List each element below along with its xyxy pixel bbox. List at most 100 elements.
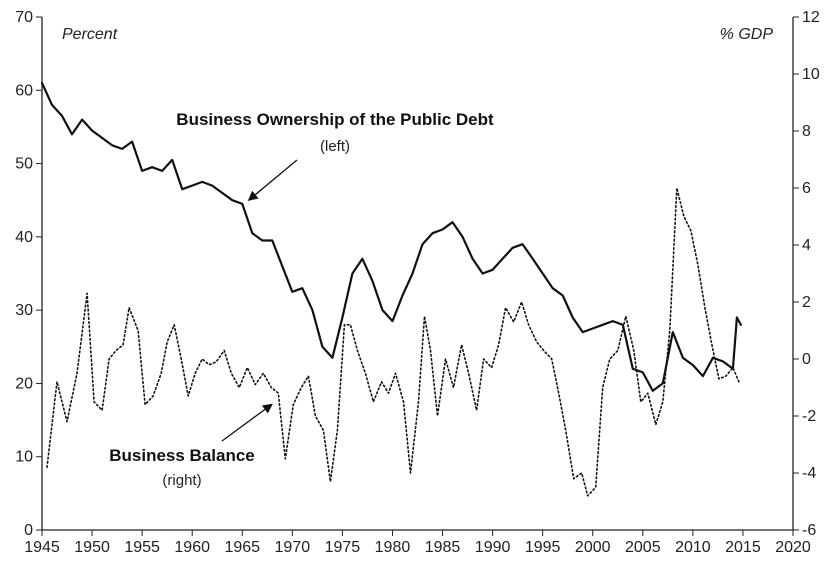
data-point	[56, 381, 57, 382]
data-point	[437, 415, 438, 416]
data-point	[542, 273, 543, 274]
data-point	[132, 141, 133, 142]
data-point	[505, 307, 506, 308]
data-point	[392, 321, 393, 322]
data-point	[152, 167, 153, 168]
data-point	[82, 119, 83, 120]
right-tick-label: 8	[802, 123, 811, 140]
right-tick-label: 2	[802, 294, 811, 311]
data-point	[395, 373, 396, 374]
data-point	[271, 387, 272, 388]
data-point	[239, 387, 240, 388]
data-point	[285, 458, 286, 459]
data-point	[543, 350, 544, 351]
data-point	[640, 401, 641, 402]
data-point	[66, 421, 67, 422]
ownership-arrow	[247, 159, 298, 201]
data-point	[562, 295, 563, 296]
data-point	[102, 410, 103, 411]
data-point	[512, 247, 513, 248]
data-point	[247, 367, 248, 368]
data-point	[697, 264, 698, 265]
data-point	[323, 430, 324, 431]
data-point	[582, 332, 583, 333]
data-point	[145, 404, 146, 405]
data-point	[722, 361, 723, 362]
data-point	[212, 185, 213, 186]
data-point	[551, 358, 552, 359]
data-point	[718, 378, 719, 379]
data-point	[231, 373, 232, 374]
data-point	[172, 159, 173, 160]
data-point	[51, 104, 52, 105]
data-point	[123, 344, 124, 345]
x-tick-label: 2015	[725, 539, 761, 556]
data-point	[422, 244, 423, 245]
data-point	[41, 82, 42, 83]
data-point	[672, 332, 673, 333]
right-tick-label: 0	[802, 351, 811, 368]
data-point	[617, 350, 618, 351]
data-point	[192, 185, 193, 186]
left-axis-unit-label: Percent	[62, 26, 118, 43]
data-point	[704, 307, 705, 308]
data-point	[372, 280, 373, 281]
data-point	[602, 324, 603, 325]
data-point	[424, 316, 425, 317]
right-axis-unit-label: % GDP	[720, 26, 774, 43]
balance-annotation-sub: (right)	[162, 472, 201, 489]
data-point	[581, 472, 582, 473]
data-point	[357, 350, 358, 351]
data-point	[365, 373, 366, 374]
data-point	[683, 216, 684, 217]
right-tick-label: 10	[802, 66, 820, 83]
data-point	[403, 401, 404, 402]
data-point	[330, 481, 331, 482]
data-point	[676, 187, 677, 188]
data-point	[632, 368, 633, 369]
data-point	[521, 301, 522, 302]
data-point	[337, 430, 338, 431]
data-point	[71, 134, 72, 135]
data-point	[312, 310, 313, 311]
data-point	[592, 328, 593, 329]
data-point	[342, 317, 343, 318]
x-tick-label: 1980	[375, 539, 411, 556]
data-point	[161, 373, 162, 374]
data-point	[109, 358, 110, 359]
data-point	[528, 324, 529, 325]
data-point	[373, 401, 374, 402]
data-point	[222, 192, 223, 193]
x-tick-label: 1960	[174, 539, 210, 556]
ownership-annotation-label: Business Ownership of the Public Debt	[176, 110, 494, 129]
balance-annotation-label: Business Balance	[109, 446, 255, 465]
data-point	[61, 115, 62, 116]
data-point	[532, 258, 533, 259]
x-tick-label: 1950	[74, 539, 110, 556]
ownership-annotation-sub: (left)	[320, 138, 350, 155]
data-point	[262, 240, 263, 241]
data-point	[94, 401, 95, 402]
data-point	[669, 330, 670, 331]
data-point	[263, 373, 264, 374]
data-point	[702, 376, 703, 377]
data-point	[92, 130, 93, 131]
right-tick-label: 4	[802, 237, 811, 254]
data-point	[468, 373, 469, 374]
data-point	[732, 367, 733, 368]
data-point	[558, 393, 559, 394]
data-point	[352, 273, 353, 274]
data-point	[292, 291, 293, 292]
data-point	[418, 401, 419, 402]
data-point	[662, 401, 663, 402]
data-point	[491, 367, 492, 368]
x-tick-label: 1970	[275, 539, 311, 556]
data-point	[412, 273, 413, 274]
data-point	[482, 273, 483, 274]
x-tick-label: 1955	[124, 539, 160, 556]
data-point	[350, 324, 351, 325]
data-point	[167, 341, 168, 342]
data-point	[209, 364, 210, 365]
data-point	[122, 148, 123, 149]
